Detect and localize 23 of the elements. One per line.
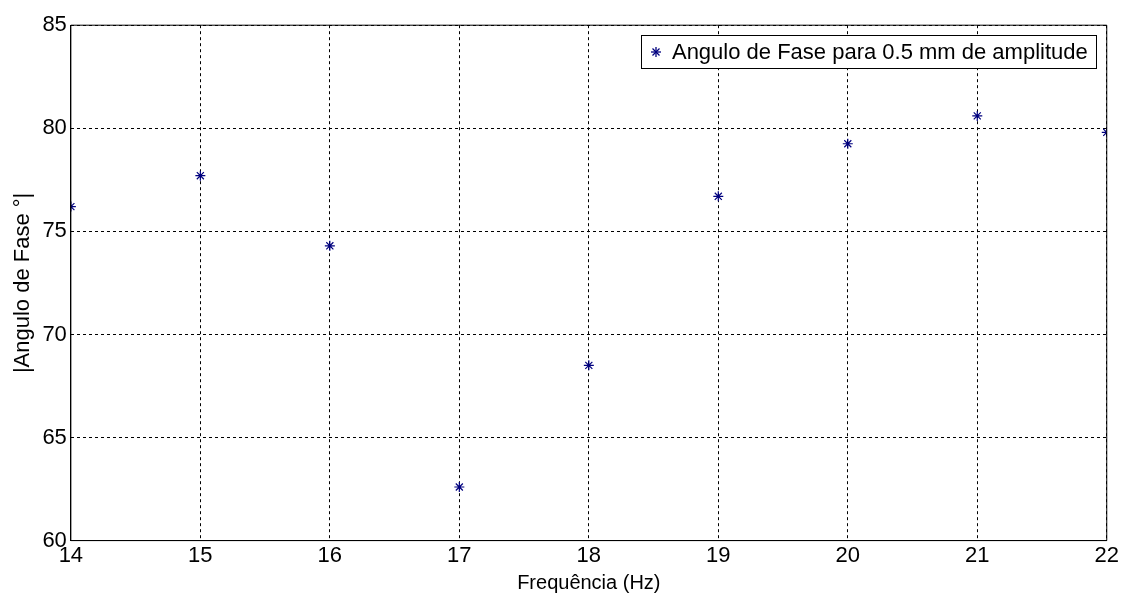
x-axis-title: Frequência (Hz) bbox=[517, 570, 661, 593]
y-tick-label: 70 bbox=[42, 320, 67, 346]
x-tick-label: 20 bbox=[835, 541, 861, 567]
y-tick-label: 65 bbox=[42, 423, 67, 449]
y-tick-label: 85 bbox=[42, 11, 67, 37]
point bbox=[194, 170, 206, 182]
x-tick-label: 18 bbox=[576, 541, 602, 567]
x-tick-label: 19 bbox=[706, 541, 731, 567]
x-tick-label: 15 bbox=[188, 541, 213, 567]
point bbox=[971, 110, 983, 122]
x-tick-label: 16 bbox=[317, 541, 343, 567]
point bbox=[583, 359, 595, 371]
x-tick-label: 17 bbox=[447, 541, 472, 567]
point bbox=[324, 240, 336, 252]
y-tick-label: 75 bbox=[42, 217, 67, 243]
x-tick-label: 22 bbox=[1094, 541, 1120, 567]
y-tick-label: 80 bbox=[42, 114, 67, 140]
x-tick-label: 21 bbox=[965, 541, 990, 567]
point bbox=[842, 138, 854, 150]
legend-label: Angulo de Fase para 0.5 mm de amplitude bbox=[671, 39, 1088, 66]
point bbox=[453, 481, 465, 493]
point bbox=[712, 190, 724, 202]
y-axis-title: |Angulo de Fase °| bbox=[9, 192, 35, 374]
